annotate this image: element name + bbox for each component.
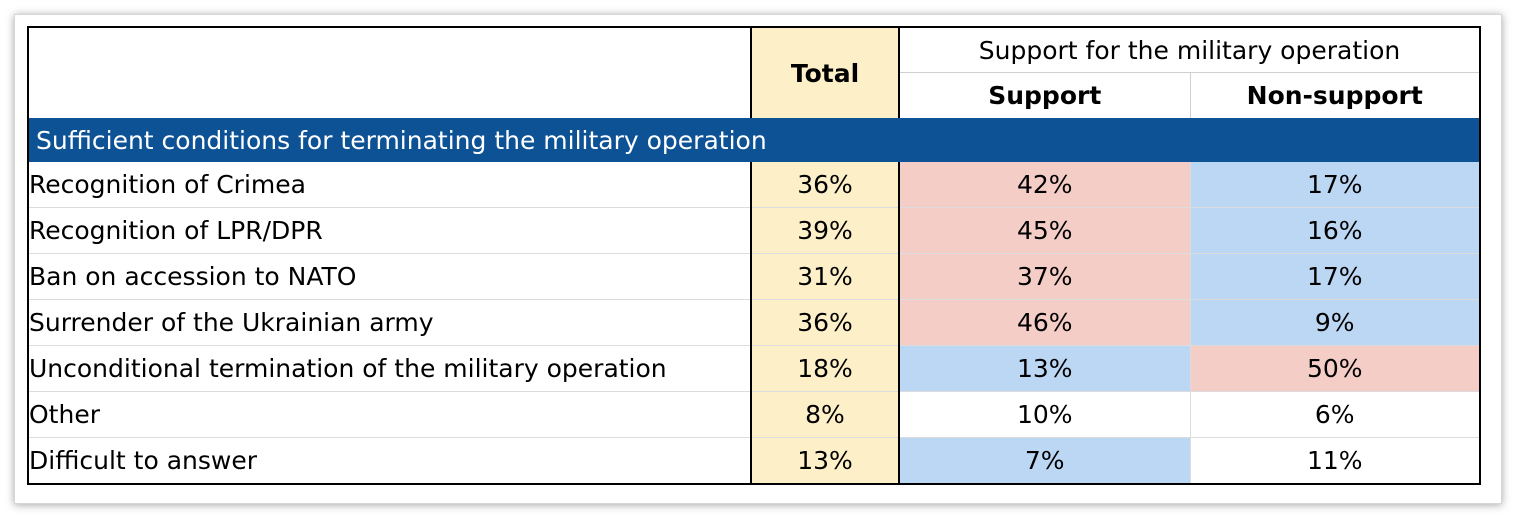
table-row: Ban on accession to NATO 31% 37% 17%	[28, 253, 1480, 300]
cell-non-support: 17%	[1190, 162, 1480, 208]
row-label: Surrender of the Ukrainian army	[28, 299, 752, 346]
header-corner	[28, 27, 752, 118]
cell-total: 8%	[751, 391, 900, 438]
table-row: Surrender of the Ukrainian army 36% 46% 9%	[28, 299, 1480, 346]
row-label: Recognition of LPR/DPR	[28, 207, 752, 254]
cell-support: 42%	[899, 162, 1191, 208]
table-row: Difficult to answer 13% 7% 11%	[28, 437, 1480, 484]
cell-support: 46%	[899, 299, 1191, 346]
cell-non-support: 9%	[1190, 299, 1480, 346]
header-support: Support	[899, 72, 1191, 118]
cell-total: 39%	[751, 207, 900, 254]
header-support-group: Support for the military operation	[899, 27, 1480, 73]
cell-total: 13%	[751, 437, 900, 484]
cell-support: 45%	[899, 207, 1191, 254]
header-total: Total	[751, 27, 900, 118]
cell-support: 7%	[899, 437, 1191, 484]
table-row: Recognition of Crimea 36% 42% 17%	[28, 162, 1480, 208]
cell-support: 37%	[899, 253, 1191, 300]
cell-support: 10%	[899, 391, 1191, 438]
row-label: Other	[28, 391, 752, 438]
cell-non-support: 6%	[1190, 391, 1480, 438]
cell-total: 31%	[751, 253, 900, 300]
header-non-support: Non-support	[1246, 81, 1423, 110]
table-row: Recognition of LPR/DPR 39% 45% 16%	[28, 207, 1480, 254]
cell-non-support: 16%	[1190, 207, 1480, 254]
results-table: Total Support for the military operation…	[27, 26, 1481, 485]
row-label: Difficult to answer	[28, 437, 752, 484]
cell-support: 13%	[899, 345, 1191, 392]
table-row: Unconditional termination of the militar…	[28, 345, 1480, 392]
row-label: Recognition of Crimea	[28, 162, 752, 208]
row-label: Ban on accession to NATO	[28, 253, 752, 300]
section-title: Sufficient conditions for terminating th…	[28, 118, 1480, 162]
row-label: Unconditional termination of the militar…	[28, 345, 752, 392]
cell-total: 36%	[751, 299, 900, 346]
table-row: Other 8% 10% 6%	[28, 391, 1480, 438]
cell-non-support: 11%	[1306, 446, 1363, 475]
cell-total: 36%	[751, 162, 900, 208]
cell-total: 18%	[751, 345, 900, 392]
cell-non-support: 17%	[1190, 253, 1480, 300]
cell-non-support: 50%	[1190, 345, 1480, 392]
